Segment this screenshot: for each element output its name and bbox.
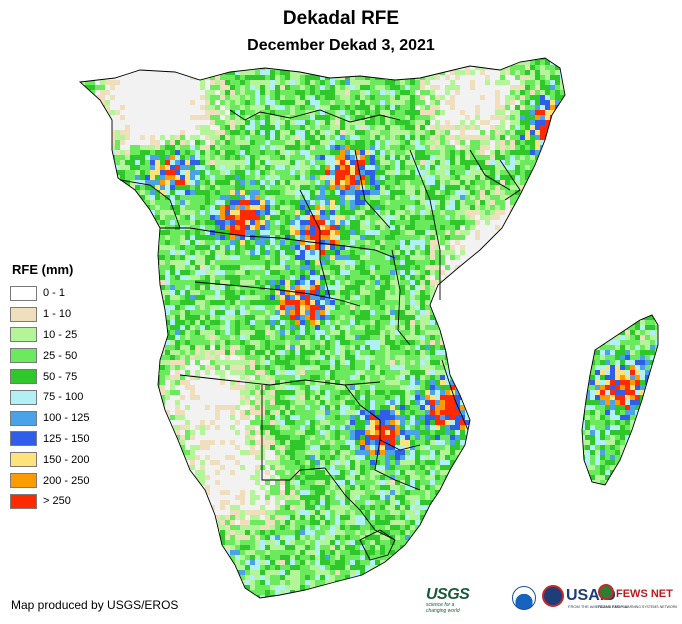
- fews-tagline: FAMINE EARLY WARNING SYSTEMS NETWORK: [598, 605, 678, 609]
- legend-swatch: [10, 473, 37, 489]
- country-borders: [79, 57, 659, 599]
- legend-item: 200 - 250: [10, 470, 89, 491]
- legend-swatch: [10, 389, 37, 405]
- legend-swatch: [10, 493, 37, 509]
- legend-item: 50 - 75: [10, 366, 89, 387]
- legend-swatch: [10, 369, 37, 385]
- legend-label: 125 - 150: [43, 432, 90, 445]
- fews-logo: FEWS NET FAMINE EARLY WARNING SYSTEMS NE…: [598, 584, 677, 609]
- legend-label: 0 - 1: [43, 287, 66, 300]
- usaid-tagline: FROM THE AMERICAN PEOPLE: [568, 604, 628, 609]
- legend-swatch: [10, 431, 37, 447]
- credit-text: Map produced by USGS/EROS: [11, 598, 179, 612]
- usgs-logo: USGS science for a changing world: [426, 586, 470, 614]
- map-title: Dekadal RFE: [282, 8, 400, 29]
- legend-item: 10 - 25: [10, 325, 89, 346]
- map-subtitle: December Dekad 3, 2021: [247, 37, 435, 54]
- legend-label: 75 - 100: [43, 391, 84, 404]
- legend-label: 25 - 50: [43, 349, 78, 362]
- legend-item: 0 - 1: [10, 283, 89, 304]
- legend-label: 150 - 200: [43, 453, 90, 466]
- legend-label: 50 - 75: [43, 370, 78, 383]
- legend-label: 200 - 250: [43, 474, 90, 487]
- legend-item: 1 - 10: [10, 304, 89, 325]
- fews-globe-icon: [598, 584, 614, 600]
- legend-title: RFE (mm): [12, 262, 74, 277]
- legend-swatch: [10, 348, 37, 364]
- legend-item: > 250: [10, 491, 89, 512]
- legend-item: 125 - 150: [10, 429, 89, 450]
- legend-item: 75 - 100: [10, 387, 89, 408]
- legend-label: 1 - 10: [43, 308, 72, 321]
- legend: RFE (mm) 0 - 1 1 - 10 10 - 25 25 - 50 50 - 7…: [10, 262, 89, 512]
- fews-wordmark: FEWS NET: [616, 588, 673, 600]
- legend-item: 150 - 200: [10, 449, 89, 470]
- legend-swatch: [10, 285, 37, 301]
- usgs-wordmark: USGS: [426, 586, 470, 603]
- legend-swatch: [10, 452, 37, 468]
- legend-label: 10 - 25: [43, 328, 78, 341]
- rainfall-cells: [80, 58, 658, 598]
- legend-swatch: [10, 327, 37, 343]
- legend-item: 100 - 125: [10, 408, 89, 429]
- legend-item: 25 - 50: [10, 345, 89, 366]
- usaid-seal-icon: [542, 585, 564, 607]
- legend-swatch: [10, 306, 37, 322]
- noaa-logo-icon: [512, 586, 536, 610]
- legend-label: > 250: [43, 495, 71, 508]
- legend-swatch: [10, 410, 37, 426]
- legend-label: 100 - 125: [43, 412, 90, 425]
- usgs-tagline: science for a changing world: [426, 602, 460, 614]
